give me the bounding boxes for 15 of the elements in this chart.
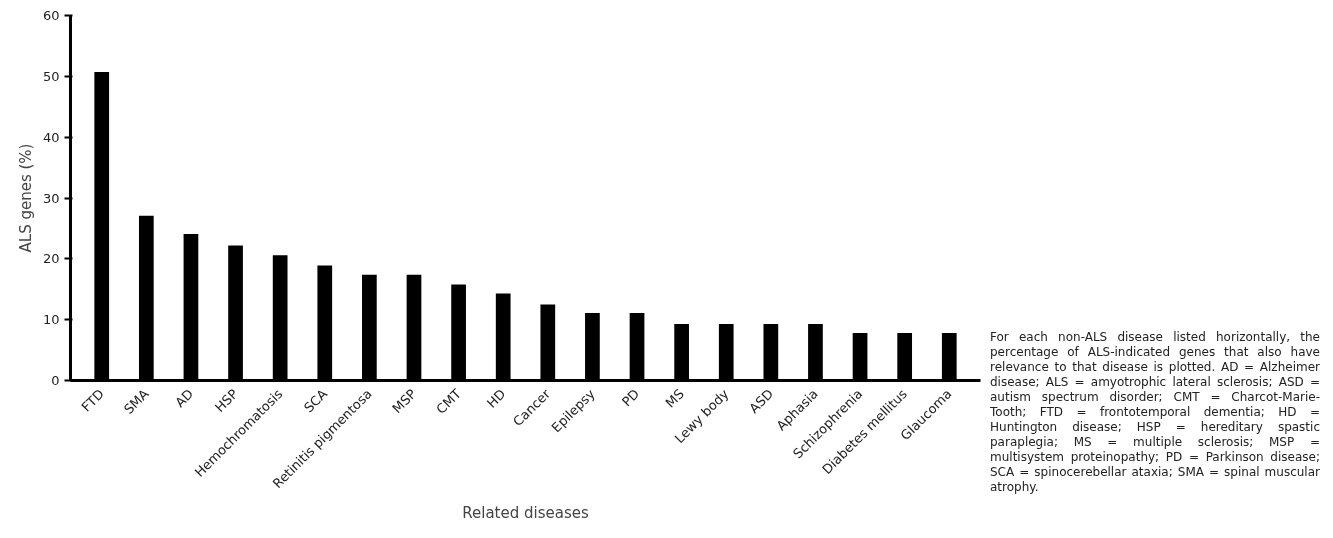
y-axis-title: ALS genes (%)	[16, 143, 35, 253]
y-tick-label: 40	[42, 129, 60, 145]
x-tick-label: PD	[619, 386, 643, 410]
y-tick-label: 20	[42, 251, 60, 267]
y-tick-label: 0	[51, 373, 60, 388]
y-tick-label: 50	[42, 68, 60, 84]
x-tick-label: HD	[483, 386, 509, 411]
x-tick-label: AD	[172, 386, 197, 411]
y-tick-label: 30	[42, 190, 60, 206]
y-tick-label: 10	[42, 312, 60, 328]
y-tick-label: 60	[42, 8, 60, 23]
x-tick-label: FTD	[78, 386, 108, 415]
x-tick-label: MS	[662, 386, 687, 411]
text: For each non-ALS disease listed horizontally, the percentage of ALS-indicated genes that also have relevance to that disease is plotted. AD = Alzheimer disease; ALS = amyotrophic lateral sclerosis; ASD = autism spectrum disorder; CMT = Charcot-Marie-Tooth; FTD = frontotemporal dementia; HD = Huntington disease; HSP = hereditary spastic paraplegia; MS = multiple sclerosis; MSP = multisystem proteinopathy; PD = Parkinson disease; SCA = spinocerebellar ataxia; SMA = spinal muscular atrophy.	[990, 330, 1320, 494]
x-axis-title: Related diseases	[462, 504, 589, 523]
